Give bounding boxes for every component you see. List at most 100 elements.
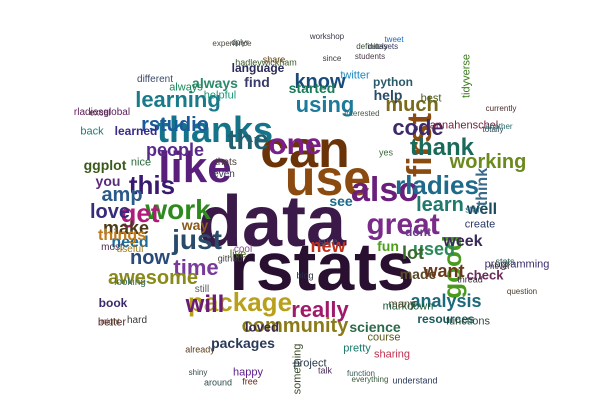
word-book: book: [98, 296, 128, 310]
word-better: better: [97, 316, 127, 329]
word-data: data: [197, 182, 347, 262]
word-python: python: [373, 75, 413, 89]
word-find: find: [244, 74, 270, 90]
word-understand: understand: [392, 375, 438, 386]
word-project: project: [293, 357, 327, 370]
word-thread: thread: [457, 274, 483, 285]
word-way: way: [181, 217, 209, 233]
word-made: made: [399, 266, 437, 282]
word-interested: interested: [344, 109, 380, 118]
word-will: will: [185, 291, 225, 318]
word-github: github: [217, 253, 243, 264]
word-create: create: [464, 218, 496, 231]
word-talk: talk: [317, 365, 333, 376]
word-package: package: [187, 287, 293, 317]
word-totally: totally: [482, 125, 504, 134]
word-looking: looking: [114, 277, 146, 288]
word-make: make: [102, 218, 150, 238]
word-many: many: [388, 298, 416, 311]
word-resources: resources: [417, 312, 475, 326]
word-the: the: [227, 124, 269, 155]
word-rladiesglobal: rladiesglobal: [73, 107, 131, 118]
word-around: around: [203, 377, 233, 388]
word-always: always: [192, 75, 238, 91]
word-like: like: [158, 143, 232, 192]
word-can: can: [260, 121, 350, 179]
word-yes: yes: [378, 147, 394, 158]
word-live: live: [229, 248, 247, 261]
word-still: still: [194, 284, 210, 295]
word-one: one: [268, 128, 322, 161]
word-know: know: [294, 71, 346, 93]
word-thats: thats: [215, 157, 237, 168]
word-thank: thank: [409, 134, 475, 161]
word-sharing: sharing: [373, 348, 411, 361]
word-cool: cool: [233, 244, 253, 255]
word-happy: happy: [233, 366, 263, 379]
word-really: really: [291, 297, 349, 322]
word-best: best: [420, 92, 442, 105]
word-experience: experience: [212, 39, 252, 48]
word-already: already: [185, 344, 215, 355]
word-help: help: [373, 87, 403, 103]
word-sure: sure: [318, 237, 338, 248]
word-learned: learned: [114, 124, 158, 138]
word-function: function: [346, 369, 376, 378]
word-always: always: [169, 81, 203, 94]
word-annahenschel: annahenschel: [429, 119, 499, 132]
word-students: students: [354, 52, 386, 61]
word-hadleywickham: hadleywickham: [235, 57, 297, 68]
word-time: time: [173, 255, 219, 280]
word-using: using: [295, 92, 355, 117]
word-blog: blog: [296, 270, 314, 281]
word-rladies: rladies: [395, 170, 479, 200]
word-new: new: [310, 236, 346, 256]
word-dont: dont: [405, 225, 431, 239]
word-packages: packages: [211, 335, 275, 351]
word-learn: learn: [416, 194, 464, 216]
word-markdown: markdown: [382, 300, 434, 313]
word-just: just: [172, 224, 222, 255]
word-question: question: [506, 287, 538, 296]
word-twitter: twitter: [340, 69, 370, 82]
word-tweet: tweet: [384, 35, 404, 44]
word-datasets: datasets: [367, 42, 399, 51]
word-different: different: [137, 74, 173, 85]
word-never: never: [489, 262, 511, 271]
word-this: this: [128, 170, 176, 200]
word-lot: lot: [402, 243, 424, 263]
word-week: week: [443, 233, 483, 250]
word-definitely: definitely: [356, 42, 388, 51]
word-get: get: [120, 198, 160, 228]
word-awesome: awesome: [107, 267, 199, 289]
word-stats: stats: [495, 256, 515, 267]
word-functions: functions: [445, 315, 491, 328]
word-programming: programming: [484, 258, 550, 271]
word-community: community: [241, 315, 349, 337]
word-things: things: [98, 227, 146, 244]
word-course: course: [367, 331, 401, 344]
word-much: much: [385, 94, 439, 116]
word-amp: amp: [101, 184, 143, 206]
word-people: people: [145, 140, 205, 160]
word-love: love: [89, 201, 131, 223]
word-pretty: pretty: [343, 342, 371, 355]
word-analysis: analysis: [410, 291, 482, 311]
word-think: think: [474, 167, 491, 207]
word-science: science: [349, 319, 401, 335]
word-share: share: [262, 54, 286, 65]
word-back: back: [80, 125, 104, 138]
word-want: want: [423, 261, 465, 281]
word-even: even: [213, 169, 235, 180]
word-might: might: [100, 317, 120, 326]
word-working: working: [449, 151, 527, 173]
word-use: use: [284, 150, 372, 206]
word-everything: everything: [351, 375, 389, 384]
word-workshop: workshop: [309, 32, 345, 41]
word-loved: loved: [245, 319, 279, 335]
word-start: start: [465, 204, 483, 215]
word-code: code: [392, 115, 444, 140]
word-great: great: [366, 208, 440, 241]
word-rstats: rstats: [229, 229, 415, 305]
